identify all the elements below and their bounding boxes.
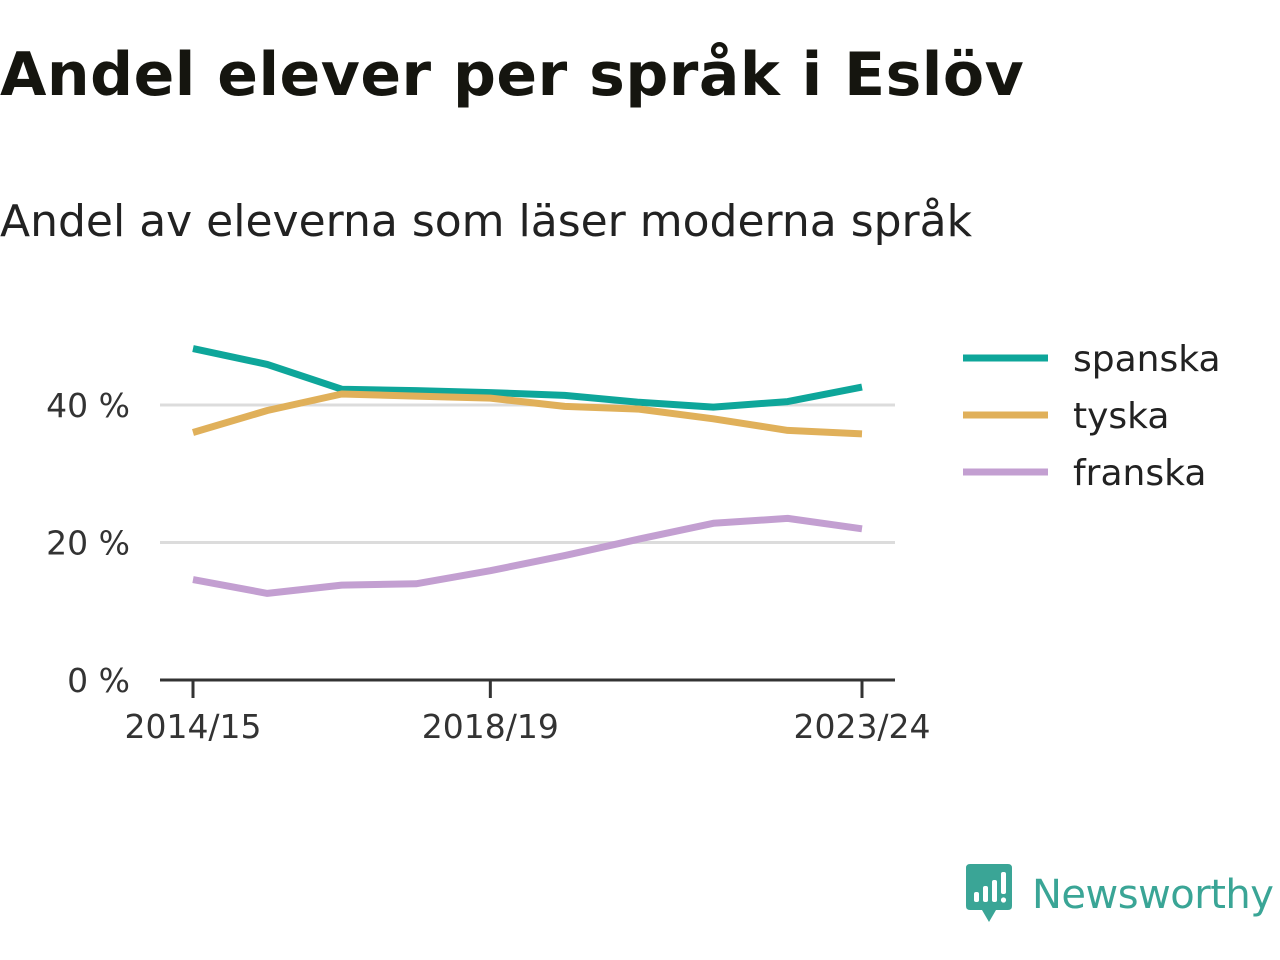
series-lines bbox=[192, 345, 863, 597]
newsworthy-logo-icon bbox=[966, 864, 1012, 922]
legend-label-tyska: tyska bbox=[1073, 396, 1169, 437]
x-tick-label: 2014/15 bbox=[124, 707, 261, 746]
y-tick-label: 0 % bbox=[67, 661, 130, 700]
chart-subtitle: Andel av eleverna som läser moderna språ… bbox=[0, 196, 973, 247]
x-tick-label: 2023/24 bbox=[793, 707, 930, 746]
brand-name: Newsworthy bbox=[1032, 872, 1274, 918]
y-tick-label: 20 % bbox=[46, 524, 130, 563]
y-axis-labels: 0 % 20 % 40 % bbox=[46, 386, 130, 700]
legend-label-spanska: spanska bbox=[1073, 339, 1221, 380]
legend-label-franska: franska bbox=[1073, 453, 1206, 494]
series-line-franska bbox=[192, 514, 863, 597]
y-tick-label: 40 % bbox=[46, 386, 130, 425]
series-line-tyska bbox=[192, 390, 863, 438]
x-axis: 2014/15 2018/19 2023/24 bbox=[124, 678, 931, 746]
x-tick-label: 2018/19 bbox=[422, 707, 559, 746]
legend: spanska tyska franska bbox=[963, 339, 1221, 494]
series-line-spanska bbox=[192, 345, 863, 411]
chart-title: Andel elever per språk i Eslöv bbox=[0, 40, 1025, 110]
brand-logo: Newsworthy bbox=[964, 864, 1274, 926]
